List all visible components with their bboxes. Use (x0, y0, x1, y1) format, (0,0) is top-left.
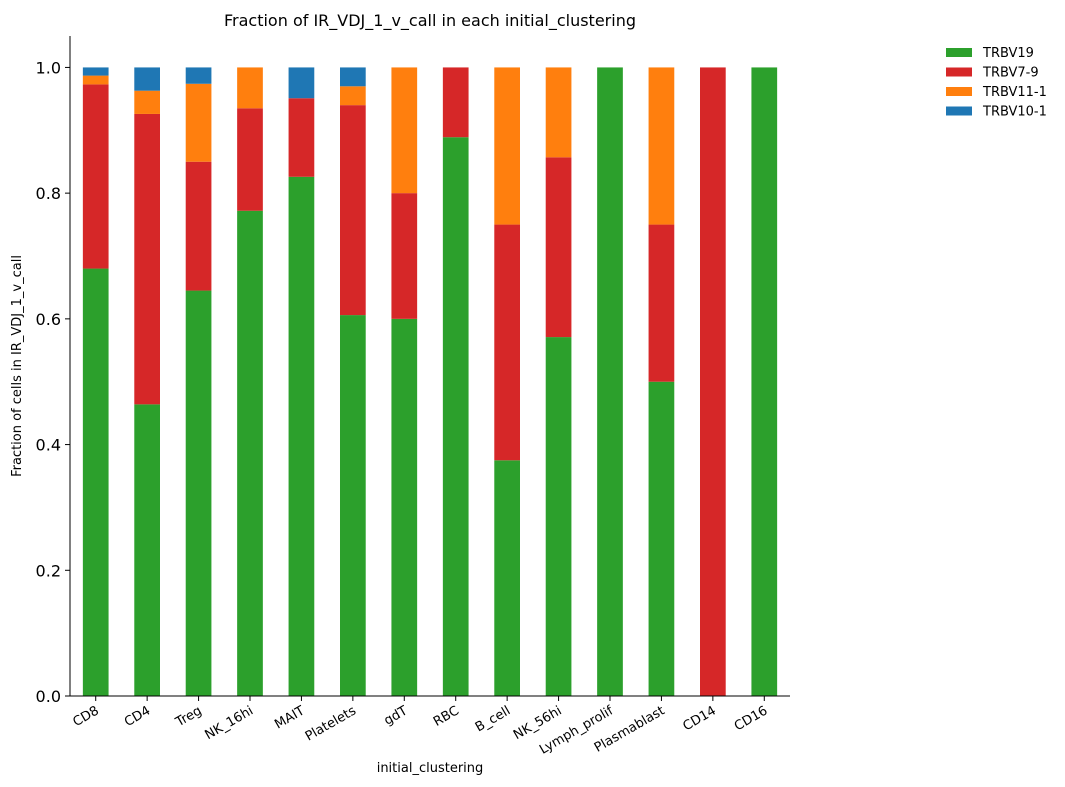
bar-Platelets-TRBV7-9 (340, 105, 366, 316)
bar-B_cell-TRBV11-1 (494, 67, 520, 225)
legend: TRBV19 TRBV7-9 TRBV11-1 TRBV10-1 (946, 46, 1047, 120)
bar-Lymph_prolif-TRBV19 (597, 67, 623, 697)
bar-RBC-TRBV7-9 (442, 67, 469, 138)
bar-CD4-TRBV10-1 (134, 67, 160, 91)
bar-B_cell-TRBV7-9 (494, 224, 520, 461)
bar-Plasmablast-TRBV7-9 (648, 224, 675, 382)
legend-label-TRBV19: TRBV19 (982, 46, 1034, 61)
bar-Platelets-TRBV10-1 (340, 67, 366, 87)
x-tick-label-CD16: CD16 (732, 703, 770, 734)
bar-NK_56hi-TRBV19 (545, 337, 572, 696)
bar-CD14-TRBV7-9 (700, 67, 726, 697)
bars-group (82, 67, 778, 697)
bar-CD8-TRBV7-9 (82, 84, 109, 269)
bar-Treg-TRBV7-9 (185, 161, 212, 291)
bar-CD4-TRBV11-1 (134, 90, 160, 114)
bar-Treg-TRBV19 (185, 290, 212, 696)
bar-gdT-TRBV19 (391, 318, 418, 696)
bar-CD16-TRBV19 (751, 67, 778, 697)
x-tick-label-NK_16hi: NK_16hi (202, 703, 256, 743)
y-axis-label: Fraction of cells in IR_VDJ_1_v_call (10, 255, 25, 477)
bar-CD8-TRBV10-1 (82, 67, 109, 76)
y-ticks-group: 0.0 0.2 0.4 0.6 0.8 1.0 (36, 58, 70, 706)
bar-B_cell-TRBV19 (494, 460, 520, 696)
legend-label-TRBV7-9: TRBV7-9 (982, 66, 1039, 81)
bar-MAIT-TRBV10-1 (288, 67, 315, 99)
x-tick-label-CD8: CD8 (71, 703, 102, 730)
bar-Platelets-TRBV11-1 (340, 86, 366, 106)
y-tick-label: 0.0 (36, 687, 61, 706)
bar-gdT-TRBV7-9 (391, 193, 418, 319)
bar-Treg-TRBV11-1 (185, 83, 212, 162)
x-tick-label-Platelets: Platelets (303, 703, 359, 744)
bar-NK_56hi-TRBV7-9 (545, 157, 572, 338)
bar-NK_16hi-TRBV19 (237, 210, 263, 697)
x-tick-label-B_cell: B_cell (473, 703, 513, 735)
bar-NK_16hi-TRBV7-9 (237, 108, 263, 211)
y-tick-label: 0.8 (36, 184, 61, 203)
y-tick-label: 1.0 (36, 58, 61, 77)
bar-CD4-TRBV19 (134, 404, 160, 696)
legend-swatch-TRBV19 (946, 48, 972, 57)
bar-Plasmablast-TRBV19 (648, 381, 675, 696)
x-tick-label-MAIT: MAIT (272, 703, 307, 732)
bar-NK_16hi-TRBV11-1 (237, 67, 263, 109)
legend-swatch-TRBV10-1 (946, 106, 972, 116)
legend-label-TRBV11-1: TRBV11-1 (982, 85, 1047, 100)
bar-NK_56hi-TRBV11-1 (545, 67, 572, 158)
chart-title: Fraction of IR_VDJ_1_v_call in each init… (224, 11, 636, 31)
bar-CD8-TRBV19 (82, 268, 109, 696)
y-tick-label: 0.2 (36, 561, 61, 580)
x-tick-label-gdT: gdT (382, 703, 411, 728)
x-tick-label-Treg: Treg (173, 703, 205, 730)
x-tick-label-CD4: CD4 (122, 703, 153, 730)
x-tick-label-CD14: CD14 (680, 703, 718, 734)
bar-Platelets-TRBV19 (340, 315, 366, 696)
legend-swatch-TRBV11-1 (946, 87, 972, 96)
bar-Treg-TRBV10-1 (185, 67, 212, 84)
y-tick-label: 0.4 (36, 436, 61, 455)
bar-gdT-TRBV11-1 (391, 67, 418, 194)
x-axis-label: initial_clustering (377, 761, 484, 776)
bar-Plasmablast-TRBV11-1 (648, 67, 675, 225)
bar-CD8-TRBV11-1 (82, 75, 109, 85)
legend-swatch-TRBV7-9 (946, 67, 972, 77)
y-tick-label: 0.6 (36, 310, 61, 329)
bar-CD4-TRBV7-9 (134, 113, 160, 405)
x-tick-label-RBC: RBC (431, 703, 462, 729)
legend-label-TRBV10-1: TRBV10-1 (982, 105, 1047, 120)
bar-RBC-TRBV19 (442, 137, 469, 696)
bar-MAIT-TRBV7-9 (288, 98, 315, 177)
bar-MAIT-TRBV19 (288, 176, 315, 697)
